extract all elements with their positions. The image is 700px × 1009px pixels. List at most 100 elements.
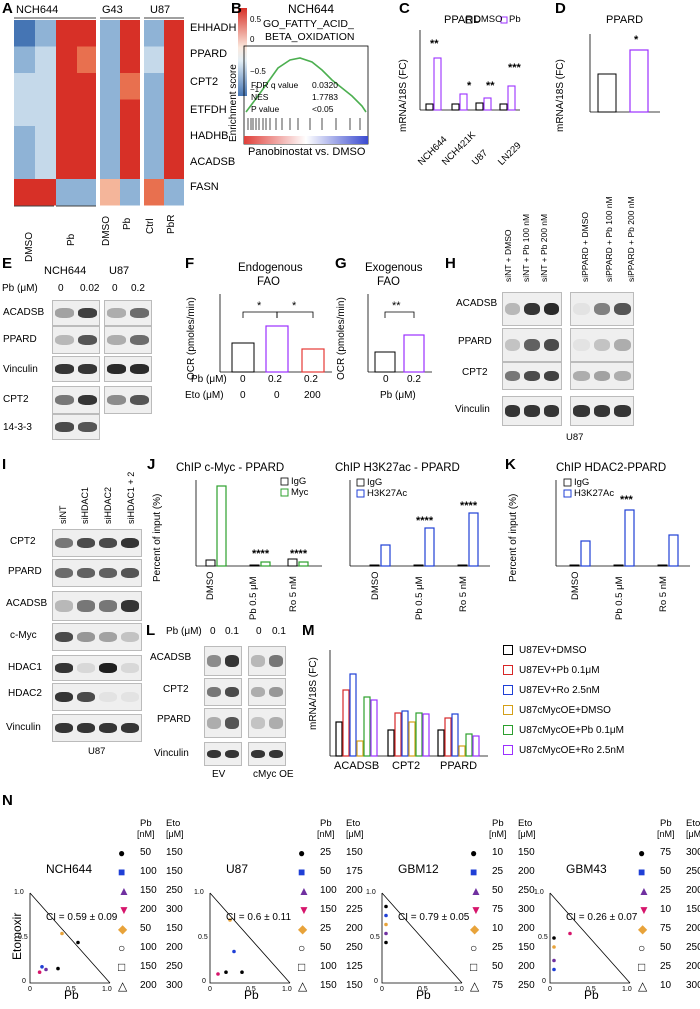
heatmap-cell [100, 46, 120, 73]
panel-n-symbol: ■ [298, 865, 306, 879]
panel-c-legend-pb: Pb [509, 14, 521, 25]
panel-f-svg [219, 294, 332, 373]
panel-n-pb-value: 50 [492, 961, 504, 972]
blot-i-row [52, 655, 142, 681]
panel-j-left-title: ChIP c-Myc - PPARD [176, 462, 285, 474]
panel-g-letter: G [335, 255, 347, 272]
panel-n-point [384, 940, 388, 945]
panel-n-symbol: △ [470, 979, 480, 993]
panel-n-ytick: 1.0 [14, 889, 24, 896]
heatmap-cell [35, 152, 56, 179]
heatmap-cell [77, 46, 96, 73]
blot-band [99, 567, 117, 579]
panel-n-symbol: ● [470, 846, 478, 860]
panel-n-eto-value: 300 [686, 980, 700, 991]
blot-band [130, 308, 149, 318]
panel-a-letter: A [2, 0, 13, 17]
blot-band [121, 537, 139, 549]
blot-h-vinculin-1 [502, 396, 562, 426]
panel-d-letter: D [555, 0, 566, 17]
blot-band [250, 717, 266, 729]
heatmap-cell [56, 99, 77, 126]
heatmap-cell [120, 179, 140, 206]
panel-e-cell-u87: U87 [109, 265, 130, 277]
blot-band [121, 631, 139, 643]
blot-band [121, 567, 139, 579]
gsea-stat-p-label: P value [251, 104, 280, 114]
blot-band [593, 405, 611, 417]
panel-m-legend-swatch [503, 665, 513, 676]
panel-c-letter: C [399, 0, 410, 17]
panel-n-pb-value: 50 [660, 866, 672, 877]
blot-band [55, 567, 73, 579]
heatmap-cell [14, 99, 35, 126]
colorbar-tick-2: −0.5 [250, 67, 266, 76]
panel-g-xlabel: Pb (μM) [380, 390, 416, 401]
panel-m-gene-ppard: PPARD [440, 760, 478, 772]
panel-c-bar [483, 97, 492, 111]
panel-n-point [384, 931, 388, 936]
panel-n-symbol: ◆ [470, 922, 480, 936]
panel-m-letter: M [302, 622, 315, 639]
panel-n-ytick: 1.0 [534, 889, 544, 896]
panel-n-ytick: 0 [542, 978, 546, 985]
gsea-stat-fdr-value: 0.0320 [312, 80, 338, 90]
heatmap-gene-hadhb: HADHB [190, 130, 229, 142]
panel-n-ytick: 0.5 [18, 934, 28, 941]
heatmap-cell [100, 179, 120, 206]
panel-n-plot-svg [29, 892, 111, 984]
panel-f-letter: F [185, 255, 195, 272]
panel-n-point [60, 931, 64, 936]
heatmap-cell [164, 126, 184, 153]
panel-m-legend-item: U87cMycOE+Pb 0.1μM [503, 725, 624, 736]
panel-h-protein-acadsb: ACADSB [456, 298, 498, 309]
panel-m-gene-cpt2: CPT2 [392, 760, 421, 772]
blot-band [543, 370, 560, 382]
panel-n-point [76, 940, 80, 945]
panel-m-legend-swatch [503, 685, 513, 696]
blot-band [524, 370, 540, 382]
heatmap-cell [120, 46, 140, 73]
panel-n-point [568, 931, 572, 936]
blot-band [268, 655, 284, 667]
blot-band [77, 663, 95, 673]
heatmap-cell [35, 126, 56, 153]
panel-n-eto-value: 200 [518, 923, 535, 934]
panel-n-point [384, 904, 388, 909]
heatmap-cell [100, 73, 120, 100]
blot-band [130, 364, 149, 374]
panel-m-gene-acadsb: ACADSB [334, 760, 380, 772]
blot-l-cmycoe [248, 742, 286, 766]
heatmap-gene-ppard: PPARD [190, 48, 228, 60]
panel-n-header-eto: Eto [686, 818, 700, 829]
panel-n-pb-value: 200 [140, 904, 157, 915]
panel-n-header-eto-unit: [μM] [166, 829, 184, 839]
blot-band [55, 663, 73, 673]
panel-n-eto-value: 250 [518, 885, 535, 896]
panel-n-eto-value: 250 [346, 942, 363, 953]
panel-f-title-2: FAO [257, 276, 281, 288]
panel-n-symbol: ◆ [298, 922, 308, 936]
blot-band [224, 655, 240, 667]
panel-d-svg [589, 34, 660, 113]
panel-n-ci: CI = 0.79 ± 0.05 [398, 912, 470, 923]
panel-j-right-legend-h3k27ac: H3K27Ac [367, 488, 408, 499]
blot-h-cpt2-2 [570, 362, 634, 390]
panel-n-symbol: ▼ [638, 903, 650, 917]
panel-h-protein-vinculin: Vinculin [455, 404, 490, 415]
gsea-title: NCH644 [288, 2, 335, 16]
panel-n-pb-value: 50 [140, 923, 152, 934]
blot-band [524, 302, 540, 316]
blot-band [573, 302, 590, 316]
panel-n-point [56, 966, 60, 971]
panel-n-ytick: 0.5 [370, 934, 380, 941]
panel-n-eto-value: 150 [686, 904, 700, 915]
panel-n-point [240, 970, 244, 974]
panel-i-protein-hdac2: HDAC2 [8, 688, 42, 699]
panel-n-symbol: □ [298, 960, 306, 974]
panel-n-symbol: ■ [470, 865, 478, 879]
heatmap-cell [100, 99, 120, 126]
heatmap-cell [35, 20, 56, 47]
panel-n-point [40, 965, 44, 969]
blot-band [121, 663, 139, 673]
